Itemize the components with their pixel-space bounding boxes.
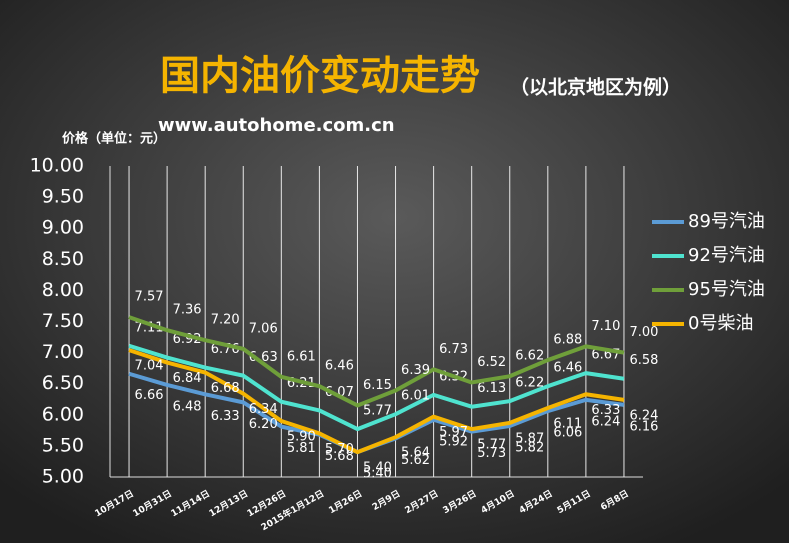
y-tick-label: 6.00: [42, 403, 84, 425]
data-label: 6.66: [135, 388, 164, 403]
legend-label: 92号汽油: [688, 245, 765, 266]
data-label: 6.13: [477, 381, 506, 396]
data-label: 6.34: [249, 402, 278, 417]
data-label: 6.68: [211, 381, 240, 396]
chart-title: 国内油价变动走势: [160, 53, 480, 99]
data-label: 7.11: [135, 320, 164, 335]
data-label: 5.90: [287, 430, 316, 445]
data-label: 6.39: [401, 363, 430, 378]
data-label: 6.46: [325, 359, 354, 374]
data-label: 6.88: [553, 333, 582, 348]
data-label: 5.68: [325, 449, 354, 464]
y-tick-label: 5.50: [42, 434, 84, 456]
y-tick-label: 6.50: [42, 372, 84, 394]
data-label: 7.57: [135, 290, 164, 305]
y-tick-label: 5.00: [42, 466, 84, 488]
source: www.autohome.com.cn: [158, 115, 395, 136]
line: [128, 315, 625, 408]
data-label: 7.00: [629, 325, 658, 340]
data-label: 6.06: [553, 426, 582, 441]
data-label: 5.40: [363, 461, 392, 476]
data-label: 5.87: [515, 431, 544, 446]
data-label: 5.70: [325, 442, 354, 457]
data-label: 6.24: [591, 414, 620, 429]
data-label: 6.33: [211, 409, 240, 424]
data-label: 5.92: [439, 434, 468, 449]
data-label: 7.36: [173, 303, 202, 318]
y-tick-label: 8.50: [42, 248, 84, 270]
data-label: 6.63: [249, 350, 278, 365]
legend-label: 95号汽油: [688, 279, 765, 300]
data-label: 6.33: [591, 403, 620, 418]
data-label: 7.04: [135, 359, 164, 374]
data-label: 5.97: [439, 425, 468, 440]
data-label: 6.62: [515, 349, 544, 364]
data-label: 6.61: [287, 349, 316, 364]
data-label: 6.48: [173, 399, 202, 414]
chart-subtitle: （以北京地区为例）: [510, 76, 681, 99]
data-label: 7.20: [211, 313, 240, 328]
data-label: 6.01: [401, 389, 430, 404]
data-label: 5.77: [477, 438, 506, 453]
y-tick-label: 9.50: [42, 186, 84, 208]
legend-label: 89号汽油: [688, 211, 765, 232]
line: [128, 348, 625, 455]
data-label: 7.06: [249, 321, 278, 336]
data-label: 5.81: [287, 441, 316, 456]
y-tick-label: 10.00: [30, 155, 84, 177]
data-label: 6.20: [249, 417, 278, 432]
data-label: 6.73: [439, 342, 468, 357]
legend-label: 0号柴油: [688, 313, 753, 334]
y-axis-label: 价格（单位：元）: [62, 131, 166, 147]
data-label: 6.07: [325, 385, 354, 400]
data-label: 6.16: [629, 419, 658, 434]
data-label: 6.46: [553, 361, 582, 376]
data-label: 7.10: [591, 319, 620, 334]
data-label: 6.24: [629, 408, 658, 423]
data-label: 5.62: [401, 453, 430, 468]
data-label: 5.82: [515, 440, 544, 455]
line: [128, 343, 625, 432]
data-label: 5.73: [477, 446, 506, 461]
data-label: 5.40: [363, 467, 392, 482]
y-tick-label: 9.00: [42, 217, 84, 239]
data-label: 5.77: [363, 404, 392, 419]
y-tick-label: 7.50: [42, 310, 84, 332]
y-tick-label: 7.00: [42, 341, 84, 363]
y-tick-label: 8.00: [42, 279, 84, 301]
data-label: 6.84: [173, 371, 202, 386]
data-label: 6.52: [477, 355, 506, 370]
data-label: 6.22: [515, 376, 544, 391]
data-label: 6.58: [629, 353, 658, 368]
data-label: 6.15: [363, 378, 392, 393]
data-label: 5.64: [401, 446, 430, 461]
data-label: 6.11: [553, 416, 582, 431]
